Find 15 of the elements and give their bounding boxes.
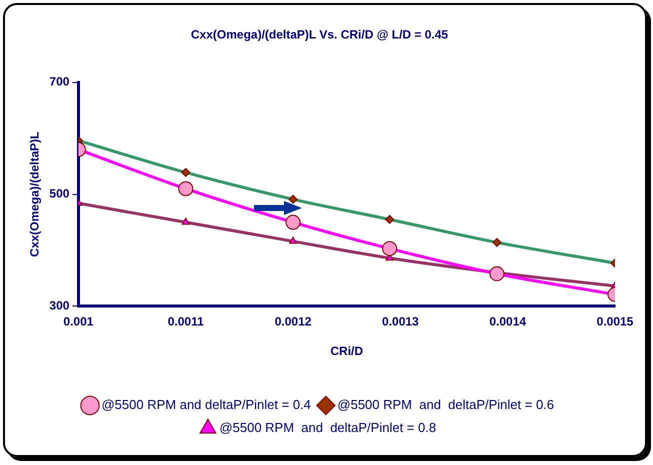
legend-label: @5500 RPM and deltaP/Pinlet = 0.8 <box>219 420 436 436</box>
y-tick-label: 700 <box>49 74 70 89</box>
y-tick-label: 500 <box>49 186 70 201</box>
x-tick-label: 0.0012 <box>274 314 312 329</box>
x-tick-label: 0.0013 <box>382 314 420 329</box>
legend-label: @5500 RPM and deltaP/Pinlet = 0.6 <box>337 397 554 412</box>
x-tick-label: 0.0014 <box>489 314 526 329</box>
x-tick-label: 0.001 <box>63 314 94 329</box>
x-tick-label: 0.0011 <box>168 314 204 329</box>
legend-label: @5500 RPM and deltaP/Pinlet = 0.4 <box>101 397 311 412</box>
y-tick-label: 300 <box>49 298 70 313</box>
y-axis-title: Cxx(Omega)/(deltaP)L <box>28 132 42 257</box>
chart-title: Cxx(Omega)/(deltaP)L Vs. CRi/D @ L/D = 0.45 <box>190 28 448 42</box>
x-axis-title: CRi/D <box>330 344 364 358</box>
x-tick-label: 0.0015 <box>596 314 634 329</box>
